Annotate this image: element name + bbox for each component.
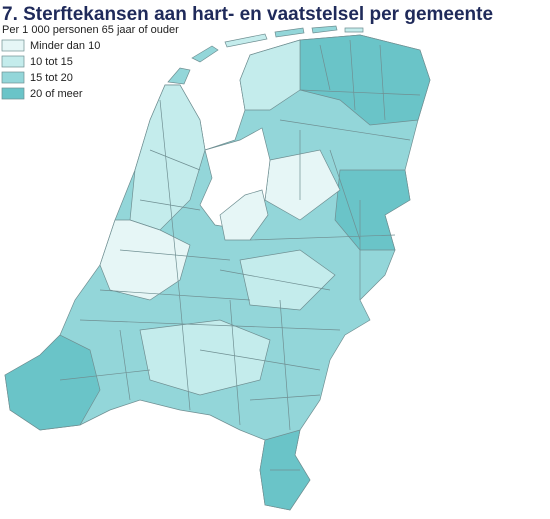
legend-swatch — [1, 71, 25, 84]
legend-label: 20 of meer — [30, 88, 83, 100]
region — [299, 34, 431, 126]
island — [224, 33, 268, 48]
region — [219, 189, 269, 241]
island — [274, 27, 305, 38]
municipal-borders — [59, 39, 421, 471]
region — [139, 319, 271, 396]
map — [4, 25, 431, 511]
island — [311, 25, 338, 34]
island — [344, 27, 364, 33]
legend-label: 15 tot 20 — [30, 72, 73, 84]
region — [239, 249, 336, 311]
subtitle: Per 1 000 personen 65 jaar of ouder — [2, 24, 179, 36]
legend-swatch — [1, 87, 25, 100]
island — [191, 45, 219, 63]
legend-label: Minder dan 10 — [30, 40, 100, 52]
legend: Minder dan 10 10 tot 15 15 tot 20 20 of mee… — [1, 39, 100, 100]
legend-swatch — [1, 55, 25, 68]
island — [167, 67, 191, 85]
region — [334, 169, 411, 251]
region — [239, 39, 301, 111]
region — [99, 219, 191, 301]
title: 7. Sterftekansen aan hart- en vaatstelse… — [2, 4, 493, 25]
region — [4, 334, 101, 431]
legend-label: 10 tot 15 — [30, 56, 73, 68]
legend-swatch — [1, 39, 25, 52]
